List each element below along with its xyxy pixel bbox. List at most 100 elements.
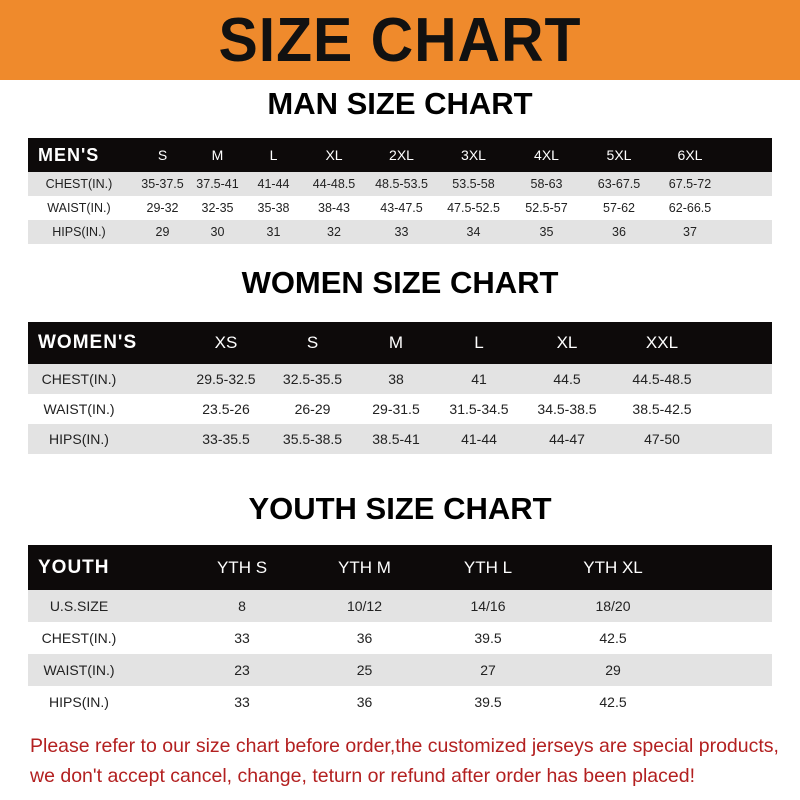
value: 33-35.5 — [202, 431, 250, 447]
value: 29.5-32.5 — [196, 371, 256, 387]
value: 4XL — [534, 147, 559, 163]
value: 6XL — [677, 147, 703, 163]
value: 29 — [155, 225, 170, 239]
value-cell: 36 — [583, 225, 655, 239]
value-cell: L — [437, 333, 521, 353]
banner-title: SIZE CHART — [218, 5, 582, 75]
value-cell: 53.5-58 — [437, 177, 510, 191]
value: 33 — [234, 694, 250, 710]
value: 37.5-41 — [196, 177, 239, 191]
table-row: CHEST(IN.) 35-37.5 37.5-41 41-44 44-48.5 48.5… — [28, 172, 772, 196]
value-cell: 33-35.5 — [182, 431, 270, 447]
men-chart-title: MAN SIZE CHART — [267, 86, 533, 121]
value: YTH XL — [583, 557, 643, 577]
table-row: HIPS(IN.) 33-35.5 35.5-38.5 38.5-41 41-44 44-… — [28, 424, 772, 454]
value-cell: 23 — [181, 662, 303, 678]
value: 62-66.5 — [668, 201, 712, 215]
row-label: HIPS(IN.) — [52, 225, 106, 239]
value: 36 — [356, 630, 373, 646]
value-cell: 29 — [135, 225, 190, 239]
row-label-cell: CHEST(IN.) — [28, 177, 135, 191]
value-cell: 34 — [437, 225, 510, 239]
value: 38 — [388, 371, 404, 387]
row-label-cell: WOMEN'S — [28, 332, 182, 354]
value-cell: 37.5-41 — [190, 177, 245, 191]
value-cell: 29-31.5 — [355, 401, 437, 417]
row-label: MEN'S — [38, 144, 100, 165]
value: 43-47.5 — [380, 201, 423, 215]
value: S — [306, 333, 319, 352]
table-row: WAIST(IN.) 29-32 32-35 35-38 38-43 43-47.5 47.… — [28, 196, 772, 220]
value: 35.5-38.5 — [282, 431, 343, 447]
row-label: HIPS(IN.) — [49, 694, 109, 710]
value: 27 — [480, 662, 496, 678]
value-cell: 37 — [655, 225, 725, 239]
row-label-cell: CHEST(IN.) — [28, 630, 181, 646]
value-cell: YTH S — [181, 558, 303, 578]
value-cell: XXL — [613, 333, 711, 353]
value-cell: 47-50 — [613, 431, 711, 447]
value: 10/12 — [346, 598, 383, 614]
value-cell: 6XL — [655, 147, 725, 163]
value-cell: S — [135, 147, 190, 163]
value-cell: 31.5-34.5 — [437, 401, 521, 417]
row-label-cell: CHEST(IN.) — [28, 371, 182, 387]
youth-size-table: YOUTH YTH S YTH M YTH L YTH XL U.S.SIZE 8 10/12… — [28, 545, 772, 718]
value-cell: 29.5-32.5 — [182, 371, 270, 387]
row-label: YOUTH — [38, 556, 110, 578]
value-cell: 38.5-42.5 — [613, 401, 711, 417]
value: 39.5 — [474, 694, 502, 710]
value: 44-47 — [549, 431, 585, 447]
value-cell: 10/12 — [303, 598, 426, 614]
value-cell: 5XL — [583, 147, 655, 163]
row-label-cell: WAIST(IN.) — [28, 201, 135, 215]
value: 26-29 — [294, 401, 331, 417]
value-cell: YTH XL — [550, 558, 676, 578]
value-cell: 3XL — [437, 147, 510, 163]
value: L — [474, 333, 484, 352]
value: 29-32 — [146, 201, 179, 215]
value: 33 — [394, 225, 409, 239]
table-header-row: WOMEN'S XS S M L XL XXL — [28, 322, 772, 364]
row-label-cell: YOUTH — [28, 557, 181, 579]
row-label-cell: HIPS(IN.) — [28, 225, 135, 239]
table-row: U.S.SIZE 8 10/12 14/16 18/20 — [28, 590, 772, 622]
value: 2XL — [389, 147, 414, 163]
value-cell: 35-37.5 — [135, 177, 190, 191]
value-cell: 44-47 — [521, 431, 613, 447]
value: 48.5-53.5 — [375, 177, 428, 191]
value: YTH M — [338, 557, 391, 577]
row-label-cell: MEN'S — [28, 145, 135, 166]
value-cell: 62-66.5 — [655, 201, 725, 215]
value-cell: 27 — [426, 662, 550, 678]
value: 29-31.5 — [372, 401, 420, 417]
value: 67.5-72 — [668, 177, 712, 191]
value-cell: XL — [521, 333, 613, 353]
value-cell: 33 — [181, 630, 303, 646]
value-cell: 32.5-35.5 — [270, 371, 355, 387]
value-cell: 41-44 — [437, 431, 521, 447]
value-cell: 35.5-38.5 — [270, 431, 355, 447]
value: M — [211, 147, 224, 163]
value-cell: 4XL — [510, 147, 583, 163]
value: 32.5-35.5 — [282, 371, 343, 387]
value-cell: 26-29 — [270, 401, 355, 417]
value-cell: 8 — [181, 598, 303, 614]
value: 8 — [238, 598, 246, 614]
value-cell: 36 — [303, 694, 426, 710]
row-label-cell: WAIST(IN.) — [28, 401, 182, 417]
table-row: HIPS(IN.) 33 36 39.5 42.5 — [28, 686, 772, 718]
value: 41-44 — [461, 431, 497, 447]
value: 44.5-48.5 — [632, 371, 692, 387]
value: 30 — [210, 225, 225, 239]
value-cell: 42.5 — [550, 694, 676, 710]
value: 33 — [234, 630, 250, 646]
value-cell: 2XL — [366, 147, 437, 163]
youth-chart-title: YOUTH SIZE CHART — [248, 491, 552, 526]
value: 57-62 — [603, 201, 635, 215]
value-cell: S — [270, 333, 355, 353]
value: M — [388, 333, 404, 352]
value: 32 — [327, 225, 341, 239]
value: 44-48.5 — [312, 177, 356, 191]
value: 38-43 — [318, 201, 350, 215]
